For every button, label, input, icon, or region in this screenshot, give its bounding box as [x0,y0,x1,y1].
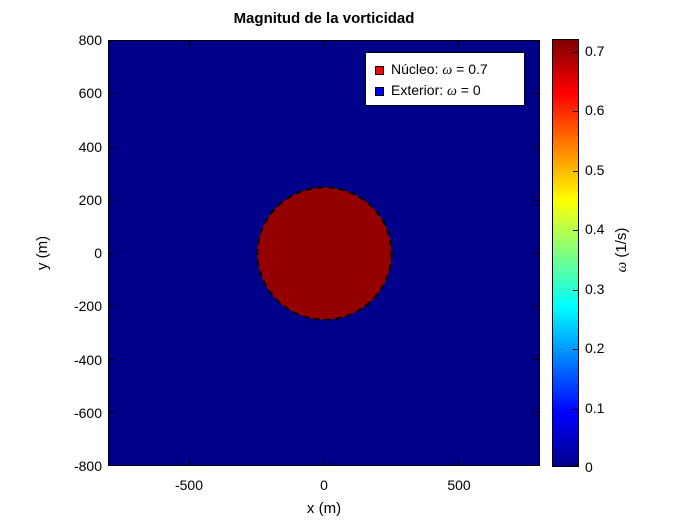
omega-symbol: ω [614,261,630,273]
x-tick-label: 0 [320,477,328,493]
y-tick-label: -400 [73,352,102,368]
legend-item-exterior: Exterior: ω = 0 [375,80,524,101]
x-tick-label: 500 [447,477,471,493]
vorticity-field-plot [109,41,539,465]
y-tick-label: 200 [78,192,102,208]
colorbar-tick-mark [573,349,578,350]
colorbar-tick-mark [573,52,578,53]
legend-marker-exterior [375,87,384,97]
y-tick-label: 600 [78,85,102,101]
x-axis-label: x (m) [306,500,342,517]
colorbar-tick-label: 0.1 [585,400,605,416]
legend-box: Núcleo: ω = 0.7 Exterior: ω = 0 [365,52,525,106]
colorbar-tick-label: 0.5 [585,162,605,178]
colorbar-tick-label: 0.7 [585,43,605,59]
legend-marker-core [375,66,384,76]
colorbar-tick-mark [573,111,578,112]
colorbar-tick-mark [573,171,578,172]
colorbar-tick-label: 0.2 [585,340,605,356]
colorbar-tick-mark [573,465,578,466]
chart-title: Magnitud de la vorticidad [233,10,415,27]
y-tick-label: 0 [94,245,102,261]
plot-area [108,40,540,466]
y-tick-label: -600 [73,405,102,421]
colorbar-tick-label: 0.4 [585,221,605,237]
omega-symbol: ω [442,63,453,78]
colorbar-axis-label: ω (1/s) [613,227,630,273]
vortex-core-region [256,186,393,321]
legend-item-nucleo: Núcleo: ω = 0.7 [375,59,524,80]
colorbar-tick-mark [573,230,578,231]
axis-tick-marks [109,41,539,465]
colorbar-tick-mark [573,409,578,410]
colorbar-tick-label: 0.6 [585,102,605,118]
legend-label: Núcleo: ω = 0.7 [391,61,488,78]
colorbar-tick-label: 0 [585,459,593,475]
x-tick-label: -500 [174,477,204,493]
y-tick-label: -800 [73,458,102,474]
legend-label: Exterior: ω = 0 [391,82,481,99]
colorbar-tick-mark [573,290,578,291]
colorbar-tick-label: 0.3 [585,281,605,297]
y-tick-label: 800 [78,32,102,48]
y-tick-label: 400 [78,139,102,155]
y-axis-label: y (m) [34,235,51,271]
omega-symbol: ω [447,84,457,99]
y-tick-label: -200 [73,298,102,314]
colorbar [552,39,579,467]
